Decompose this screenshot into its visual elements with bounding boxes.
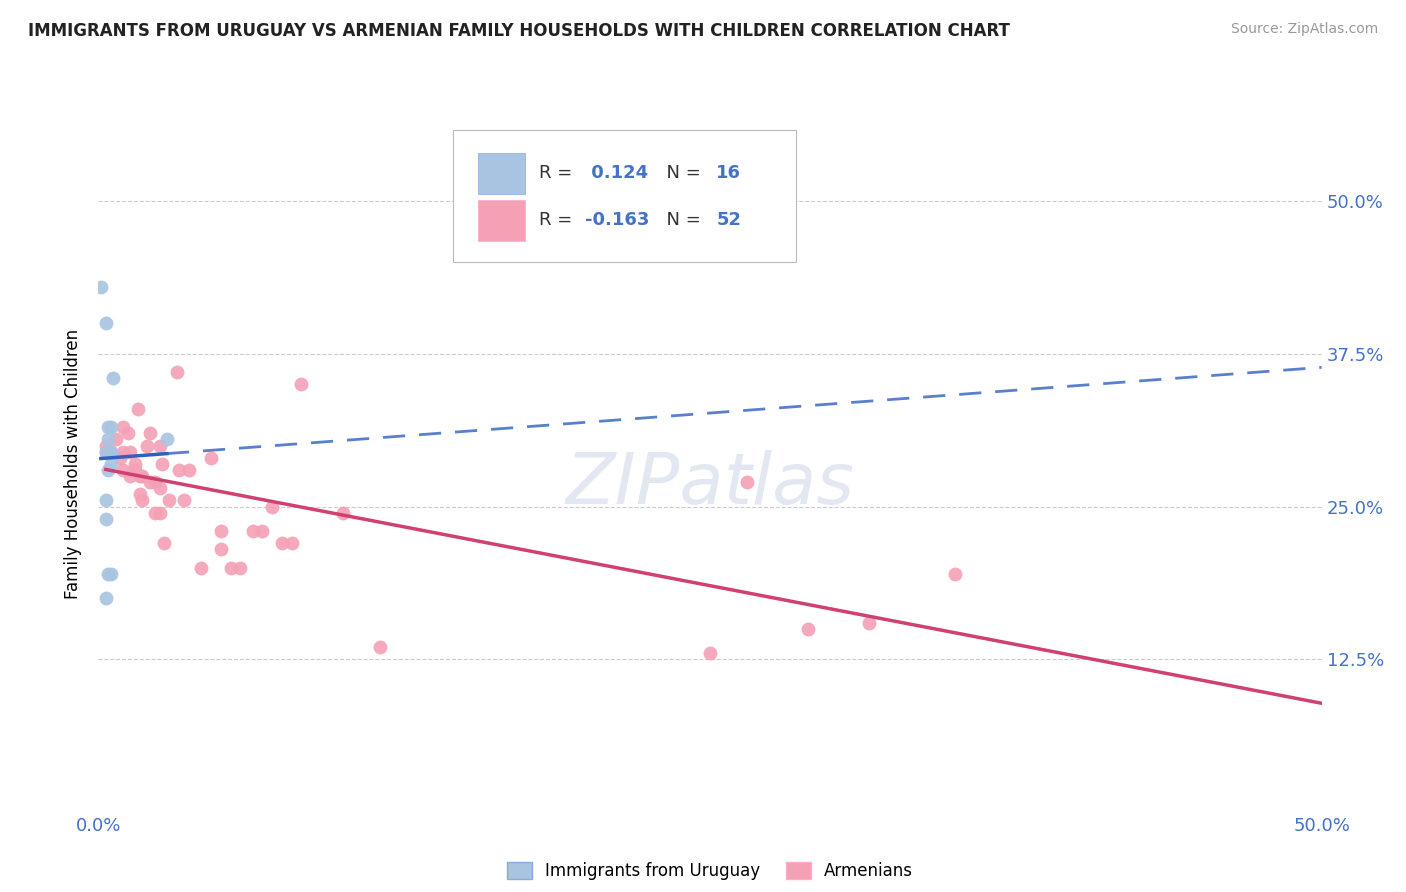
- Point: [699, 646, 721, 660]
- FancyBboxPatch shape: [453, 130, 796, 262]
- Point: [97, 463, 120, 477]
- Point: [190, 560, 212, 574]
- Legend: Immigrants from Uruguay, Armenians: Immigrants from Uruguay, Armenians: [501, 855, 920, 887]
- Point: [735, 475, 758, 490]
- Point: [94, 444, 117, 458]
- Point: [94, 317, 117, 331]
- Point: [143, 475, 166, 490]
- FancyBboxPatch shape: [478, 153, 526, 194]
- Point: [173, 493, 195, 508]
- Point: [97, 420, 120, 434]
- Point: [209, 524, 232, 538]
- Y-axis label: Family Households with Children: Family Households with Children: [65, 329, 83, 599]
- Point: [127, 401, 149, 416]
- Point: [177, 463, 200, 477]
- Text: Source: ZipAtlas.com: Source: ZipAtlas.com: [1230, 22, 1378, 37]
- FancyBboxPatch shape: [478, 200, 526, 241]
- Point: [101, 371, 124, 385]
- Text: N =: N =: [655, 211, 706, 229]
- Point: [290, 377, 312, 392]
- Point: [97, 433, 120, 447]
- Point: [94, 591, 117, 606]
- Point: [120, 444, 142, 458]
- Point: [143, 506, 166, 520]
- Point: [200, 450, 222, 465]
- Point: [94, 512, 117, 526]
- Point: [100, 566, 122, 581]
- Point: [131, 493, 153, 508]
- Text: 0.124: 0.124: [585, 164, 648, 182]
- Text: IMMIGRANTS FROM URUGUAY VS ARMENIAN FAMILY HOUSEHOLDS WITH CHILDREN CORRELATION : IMMIGRANTS FROM URUGUAY VS ARMENIAN FAMI…: [28, 22, 1010, 40]
- Point: [157, 493, 180, 508]
- Point: [156, 433, 179, 447]
- Point: [166, 365, 188, 379]
- Point: [100, 457, 122, 471]
- Point: [90, 280, 112, 294]
- Point: [111, 463, 134, 477]
- Point: [124, 457, 146, 471]
- Text: 52: 52: [716, 211, 741, 229]
- Point: [943, 566, 966, 581]
- Point: [797, 622, 820, 636]
- Point: [104, 433, 127, 447]
- Point: [153, 536, 176, 550]
- Point: [368, 640, 391, 654]
- Point: [209, 542, 232, 557]
- Point: [252, 524, 274, 538]
- Text: R =: R =: [538, 164, 578, 182]
- Text: -0.163: -0.163: [585, 211, 650, 229]
- Point: [229, 560, 252, 574]
- Point: [117, 426, 139, 441]
- Point: [100, 444, 122, 458]
- Point: [149, 506, 172, 520]
- Point: [167, 463, 190, 477]
- Point: [97, 566, 120, 581]
- Point: [111, 444, 134, 458]
- Point: [280, 536, 302, 550]
- Point: [139, 426, 162, 441]
- Point: [100, 420, 122, 434]
- Point: [94, 444, 117, 458]
- Point: [136, 438, 159, 452]
- Point: [149, 481, 172, 495]
- Text: ZIPatlas: ZIPatlas: [565, 450, 855, 519]
- Text: R =: R =: [538, 211, 578, 229]
- Point: [129, 469, 152, 483]
- Point: [94, 438, 117, 452]
- Point: [139, 475, 162, 490]
- Point: [270, 536, 294, 550]
- Point: [120, 469, 142, 483]
- Point: [94, 493, 117, 508]
- Point: [110, 450, 132, 465]
- Point: [332, 506, 354, 520]
- Point: [129, 487, 152, 501]
- Point: [111, 420, 134, 434]
- Point: [149, 438, 172, 452]
- Point: [262, 500, 284, 514]
- Point: [242, 524, 264, 538]
- Point: [131, 469, 153, 483]
- Point: [124, 463, 146, 477]
- Point: [100, 444, 122, 458]
- Text: N =: N =: [655, 164, 706, 182]
- Point: [150, 457, 173, 471]
- Text: 16: 16: [716, 164, 741, 182]
- Point: [219, 560, 242, 574]
- Point: [858, 615, 880, 630]
